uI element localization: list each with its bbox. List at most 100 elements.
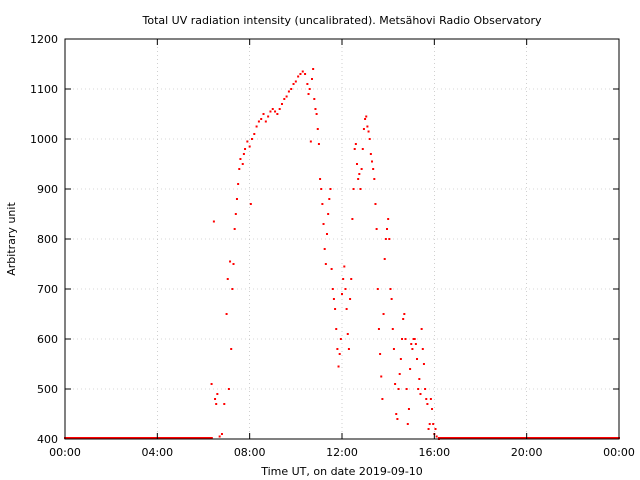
data-point xyxy=(382,313,385,315)
data-point xyxy=(310,78,313,80)
data-point xyxy=(329,188,332,190)
data-point xyxy=(231,288,234,290)
data-point xyxy=(285,95,288,98)
data-point xyxy=(426,403,429,405)
data-point xyxy=(218,435,221,438)
data-point xyxy=(418,378,421,380)
data-point xyxy=(262,113,265,115)
data-point xyxy=(401,338,404,340)
data-point xyxy=(428,423,431,425)
data-point xyxy=(225,313,228,315)
data-point xyxy=(435,435,438,438)
data-point xyxy=(411,348,414,350)
data-point xyxy=(372,168,375,170)
data-point xyxy=(257,120,260,123)
data-point xyxy=(290,88,293,90)
data-point xyxy=(391,328,394,330)
data-point xyxy=(307,93,310,95)
data-point xyxy=(334,308,337,310)
data-point xyxy=(248,145,251,148)
data-point xyxy=(412,338,415,340)
data-point xyxy=(214,398,217,400)
data-point xyxy=(349,298,352,300)
data-point xyxy=(410,343,413,345)
y-tick-label: 400 xyxy=(37,433,58,446)
data-point xyxy=(335,328,338,330)
y-tick-labels: 400 500 600 700 800 900 1000 1100 1200 xyxy=(30,33,58,446)
data-point xyxy=(403,313,406,315)
data-point xyxy=(375,228,378,230)
data-point xyxy=(241,163,244,165)
data-point xyxy=(421,348,424,350)
ticks xyxy=(64,38,620,440)
data-point xyxy=(345,308,348,310)
data-point xyxy=(332,298,335,300)
data-point xyxy=(274,110,277,113)
data-point xyxy=(292,83,295,85)
x-tick-label: 08:00 xyxy=(234,446,266,459)
chart-title: Total UV radiation intensity (uncalibrat… xyxy=(142,14,542,27)
data-point xyxy=(314,108,317,110)
data-point xyxy=(308,88,311,90)
data-point xyxy=(424,388,427,390)
data-point xyxy=(322,223,325,225)
data-point xyxy=(271,108,274,110)
data-point xyxy=(325,233,328,235)
data-point xyxy=(374,203,377,205)
data-point xyxy=(321,203,324,205)
data-point xyxy=(425,398,428,400)
data-point xyxy=(233,228,236,230)
data-point xyxy=(394,383,397,385)
data-point xyxy=(358,173,361,175)
data-point xyxy=(392,348,395,350)
data-point xyxy=(313,98,316,100)
data-point xyxy=(304,73,307,75)
data-point xyxy=(398,373,401,375)
data-point xyxy=(387,218,390,220)
x-tick-label: 20:00 xyxy=(511,446,543,459)
data-point xyxy=(383,258,386,260)
data-point xyxy=(301,70,304,73)
data-point xyxy=(350,278,353,280)
data-point xyxy=(237,183,240,185)
data-point xyxy=(404,338,407,340)
x-tick-label: 12:00 xyxy=(326,446,358,459)
data-point xyxy=(362,128,365,130)
data-point xyxy=(365,115,368,118)
data-point xyxy=(399,358,402,360)
data-point xyxy=(234,213,237,215)
data-point xyxy=(396,418,399,420)
data-point xyxy=(229,260,232,263)
data-point xyxy=(319,178,322,180)
data-point xyxy=(294,80,297,83)
data-point xyxy=(354,143,357,145)
data-point xyxy=(238,168,241,170)
data-point xyxy=(264,120,267,123)
gridlines xyxy=(65,39,619,439)
data-point xyxy=(227,388,230,390)
data-point xyxy=(364,118,367,120)
data-point xyxy=(299,73,302,75)
data-point xyxy=(280,103,283,105)
data-point xyxy=(226,278,229,280)
data-point xyxy=(431,408,434,410)
data-point xyxy=(267,115,270,118)
data-point xyxy=(317,143,320,145)
data-point xyxy=(215,403,218,405)
data-point xyxy=(220,433,223,435)
data-point xyxy=(244,148,247,150)
data-point xyxy=(246,140,249,143)
data-point xyxy=(269,110,272,113)
data-point xyxy=(339,338,342,340)
data-point xyxy=(210,383,213,385)
x-tick-label: 16:00 xyxy=(418,446,450,459)
data-point xyxy=(434,428,437,430)
data-point xyxy=(379,353,382,355)
data-point xyxy=(347,348,350,350)
data-point xyxy=(323,248,326,250)
data-point xyxy=(352,188,355,190)
data-point xyxy=(320,188,323,190)
data-point xyxy=(312,68,315,70)
x-tick-label: 00:00 xyxy=(49,446,81,459)
data-point xyxy=(276,113,279,115)
